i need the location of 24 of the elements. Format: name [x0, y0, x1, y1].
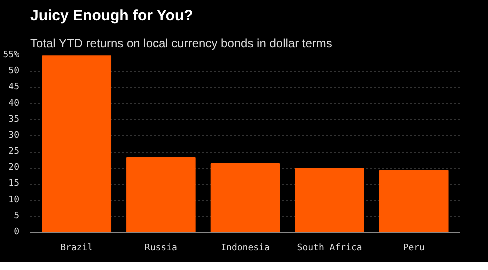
y-tick-label: 50	[8, 66, 20, 77]
y-tick-label: 55%	[3, 50, 20, 60]
x-tick-label: Brazil	[60, 244, 94, 254]
x-tick-label: Indonesia	[221, 244, 270, 254]
bar	[295, 168, 364, 232]
bar	[126, 157, 196, 232]
chart-title: Juicy Enough for You?	[30, 8, 194, 24]
chart-subtitle: Total YTD returns on local currency bonds in dollar terms	[30, 36, 332, 50]
y-tick-label: 5	[14, 211, 20, 222]
y-tick-label: 10	[8, 195, 20, 206]
y-tick-label: 20	[8, 163, 20, 174]
x-tick-label: Peru	[403, 244, 425, 254]
x-tick-label: Russia	[144, 244, 178, 254]
y-tick-label: 0	[14, 228, 20, 238]
bar	[210, 163, 280, 232]
bar	[379, 170, 449, 232]
y-tick-label: 35	[8, 114, 20, 125]
bar	[42, 56, 112, 232]
y-tick-label: 40	[8, 98, 20, 109]
y-tick-label: 45	[8, 82, 20, 93]
y-tick-label: 30	[8, 130, 20, 141]
y-tick-label: 15	[8, 179, 20, 190]
x-tick-label: South Africa	[297, 244, 362, 254]
y-tick-label: 25	[8, 147, 20, 158]
